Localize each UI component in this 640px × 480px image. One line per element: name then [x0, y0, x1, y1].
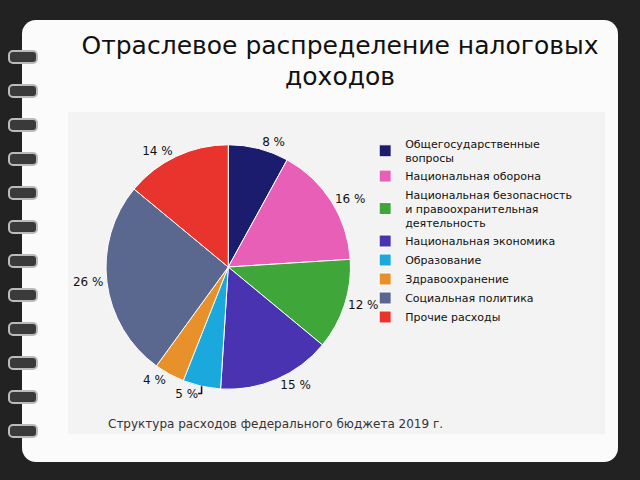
svg-text:Национальная оборона: Национальная оборона — [405, 170, 541, 183]
svg-text:Здравоохранение: Здравоохранение — [405, 273, 509, 286]
svg-text:15 %: 15 % — [280, 378, 311, 392]
svg-text:Социальная политика: Социальная политика — [405, 292, 533, 305]
svg-text:4 %: 4 % — [143, 373, 166, 387]
svg-text:Прочие расходы: Прочие расходы — [405, 311, 500, 324]
svg-text:Национальная безопасностьи пра: Национальная безопасностьи правоохраните… — [405, 189, 572, 231]
svg-text:8 %: 8 % — [262, 135, 285, 149]
svg-text:5 %: 5 % — [175, 387, 198, 401]
svg-text:14 %: 14 % — [142, 144, 173, 158]
html-text:Отраслевое распределение налог: Отраслевое распределение налоговых доход… — [81, 31, 599, 91]
svg-text:Национальная экономика: Национальная экономика — [405, 235, 555, 248]
svg-text:Образование: Образование — [405, 254, 481, 267]
svg-text:26 %: 26 % — [73, 275, 104, 289]
svg-text:16 %: 16 % — [335, 192, 366, 206]
svg-text:Структура расходов федеральног: Структура расходов федерального бюджета … — [108, 417, 443, 431]
svg-text:Общегосударственныевопросы: Общегосударственныевопросы — [405, 138, 540, 165]
svg-text:12 %: 12 % — [348, 298, 379, 312]
